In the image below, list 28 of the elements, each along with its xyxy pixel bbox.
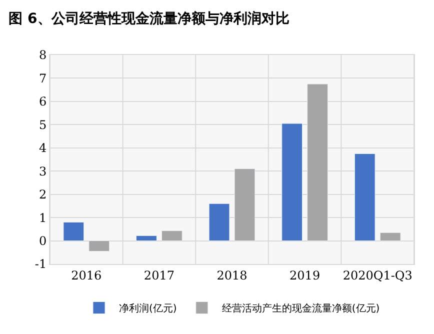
- bar: [307, 84, 328, 242]
- y-tick-label: 4: [38, 141, 47, 156]
- bar: [234, 168, 256, 242]
- y-tick-label: 2: [38, 188, 47, 202]
- x-tick-label: 2018: [216, 268, 248, 282]
- bar: [208, 203, 230, 242]
- bar: [282, 123, 302, 242]
- bar: [380, 232, 401, 242]
- bar: [63, 222, 84, 242]
- y-tick-label: 8: [38, 48, 47, 62]
- y-tick-label: 5: [38, 118, 47, 132]
- y-tick-label: 1: [38, 210, 47, 225]
- bar: [88, 240, 110, 252]
- bar: [162, 230, 182, 242]
- chart-title: 图 6、公司经营性现金流量净额与净利润对比: [8, 10, 290, 28]
- bar: [354, 153, 376, 242]
- x-tick-label: 2020Q1-Q3: [342, 268, 412, 282]
- legend-label: 经营活动产生的现金流量净额(亿元): [222, 302, 380, 315]
- y-tick-label: 0: [38, 234, 47, 248]
- y-tick-label: -1: [34, 257, 47, 272]
- x-tick-label: 2017: [144, 268, 174, 282]
- y-tick-label: 7: [38, 71, 47, 86]
- x-tick-label: 2019: [290, 268, 320, 282]
- legend-label: 净利润(亿元): [119, 302, 177, 315]
- x-tick-label: 2016: [71, 268, 102, 282]
- y-tick-label: 3: [38, 164, 47, 178]
- bar: [136, 235, 157, 242]
- y-tick-label: 6: [38, 94, 47, 109]
